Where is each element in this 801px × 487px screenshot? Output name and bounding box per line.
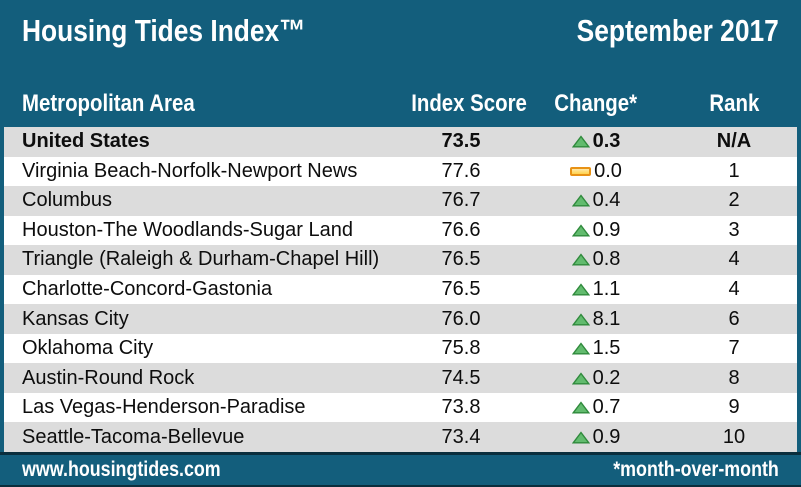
column-header-rank: Rank xyxy=(709,90,759,117)
change-cell: 0.9 xyxy=(521,219,671,242)
index-score-cell: 76.5 xyxy=(441,278,481,300)
metro-area-cell: Las Vegas-Henderson-Paradise xyxy=(22,396,306,419)
up-triangle-icon xyxy=(571,194,590,207)
metro-area-cell: United States xyxy=(22,130,150,153)
change-value: 8.1 xyxy=(592,307,621,330)
metro-area-cell: Triangle (Raleigh & Durham-Chapel Hill) xyxy=(22,248,380,271)
change-cell: 0.4 xyxy=(521,189,671,212)
change-value: 0.2 xyxy=(592,366,621,389)
metro-area-cell: Oklahoma City xyxy=(22,337,154,360)
table-row: Austin-Round Rock 74.5 0.2 8 xyxy=(4,363,797,393)
change-value: 0.9 xyxy=(592,425,621,448)
index-score-cell: 75.8 xyxy=(441,337,481,360)
footer-note: *month-over-month xyxy=(613,458,779,481)
index-score-cell: 76.0 xyxy=(441,307,481,330)
column-header-metro-area: Metropolitan Area xyxy=(22,90,195,117)
up-triangle-icon xyxy=(571,342,590,355)
rank-cell: 6 xyxy=(728,307,740,330)
index-score-cell: 76.6 xyxy=(441,218,481,241)
index-score-cell: 74.5 xyxy=(441,366,481,389)
table-row: Virginia Beach-Norfolk-Newport News 77.6… xyxy=(4,156,797,187)
rank-cell: 1 xyxy=(728,159,740,182)
change-cell: 0.7 xyxy=(521,396,671,419)
rank-cell: 4 xyxy=(728,248,740,271)
change-cell: 0.9 xyxy=(521,426,671,449)
rank-cell: 2 xyxy=(728,189,740,212)
header: Housing Tides Index™ September 2017 Metr… xyxy=(0,0,801,127)
flat-bar-icon xyxy=(570,166,592,176)
rank-cell: 3 xyxy=(728,218,740,241)
column-headers: Metropolitan Area Index Score Change* Ra… xyxy=(4,90,797,118)
metro-area-cell: Columbus xyxy=(22,189,113,212)
rank-cell: 10 xyxy=(722,425,746,448)
metro-area-cell: Austin-Round Rock xyxy=(22,366,195,389)
index-score-cell: 77.6 xyxy=(441,159,481,182)
rank-cell: 9 xyxy=(728,396,740,419)
change-cell: 0.3 xyxy=(521,130,671,153)
change-value: 1.1 xyxy=(592,278,621,300)
change-value: 1.5 xyxy=(592,337,621,360)
up-triangle-icon xyxy=(571,253,590,266)
metro-area-cell: Charlotte-Concord-Gastonia xyxy=(22,278,273,300)
table-row: Houston-The Woodlands-Sugar Land 76.6 0.… xyxy=(4,215,797,246)
change-cell: 1.1 xyxy=(521,278,671,301)
change-value: 0.4 xyxy=(592,189,621,212)
table-row: United States 73.5 0.3 N/A xyxy=(4,127,797,157)
up-triangle-icon xyxy=(571,371,590,385)
column-header-change: Change* xyxy=(554,90,638,117)
change-cell: 0.0 xyxy=(521,160,671,183)
table-row: Kansas City 76.0 8.1 6 xyxy=(4,304,797,334)
metro-area-cell: Houston-The Woodlands-Sugar Land xyxy=(22,218,353,241)
up-triangle-icon xyxy=(571,135,590,148)
table-body: United States 73.5 0.3 N/A Virginia Beac… xyxy=(4,127,797,453)
title-row: Housing Tides Index™ September 2017 xyxy=(0,13,801,49)
table-row: Seattle-Tacoma-Bellevue 73.4 0.9 10 xyxy=(4,422,797,453)
change-value: 0.7 xyxy=(592,396,621,419)
index-score-cell: 73.5 xyxy=(441,130,481,153)
change-cell: 0.2 xyxy=(521,367,671,390)
table-row: Charlotte-Concord-Gastonia 76.5 1.1 4 xyxy=(4,274,797,305)
table-row: Oklahoma City 75.8 1.5 7 xyxy=(4,333,797,364)
index-score-cell: 76.5 xyxy=(441,248,481,271)
index-score-cell: 76.7 xyxy=(441,189,481,212)
change-value: 0.9 xyxy=(592,218,621,241)
change-cell: 8.1 xyxy=(521,308,671,331)
rank-cell: N/A xyxy=(716,130,752,153)
change-cell: 1.5 xyxy=(521,337,671,360)
up-triangle-icon xyxy=(571,431,590,444)
page-title: Housing Tides Index™ xyxy=(22,13,306,48)
change-cell: 0.8 xyxy=(521,248,671,271)
table-row: Las Vegas-Henderson-Paradise 73.8 0.7 9 xyxy=(4,392,797,423)
up-triangle-icon xyxy=(571,312,590,326)
footer: www.housingtides.com *month-over-month xyxy=(0,452,801,487)
footer-website: www.housingtides.com xyxy=(22,458,221,481)
change-value: 0.3 xyxy=(592,130,621,153)
index-score-cell: 73.8 xyxy=(441,396,481,419)
rank-cell: 7 xyxy=(728,337,740,360)
change-value: 0.8 xyxy=(592,248,621,271)
report-date: September 2017 xyxy=(576,13,779,48)
metro-area-cell: Virginia Beach-Norfolk-Newport News xyxy=(22,159,358,182)
rank-cell: 4 xyxy=(728,278,740,300)
change-value: 0.0 xyxy=(594,159,622,182)
rank-cell: 8 xyxy=(728,366,740,389)
column-header-index-score: Index Score xyxy=(411,90,527,117)
table-row: Triangle (Raleigh & Durham-Chapel Hill) … xyxy=(4,245,797,275)
up-triangle-icon xyxy=(571,401,590,414)
metro-area-cell: Seattle-Tacoma-Bellevue xyxy=(22,425,245,448)
index-score-cell: 73.4 xyxy=(441,425,481,448)
up-triangle-icon xyxy=(571,283,590,296)
metro-area-cell: Kansas City xyxy=(22,307,129,330)
up-triangle-icon xyxy=(571,224,590,237)
table-row: Columbus 76.7 0.4 2 xyxy=(4,186,797,216)
